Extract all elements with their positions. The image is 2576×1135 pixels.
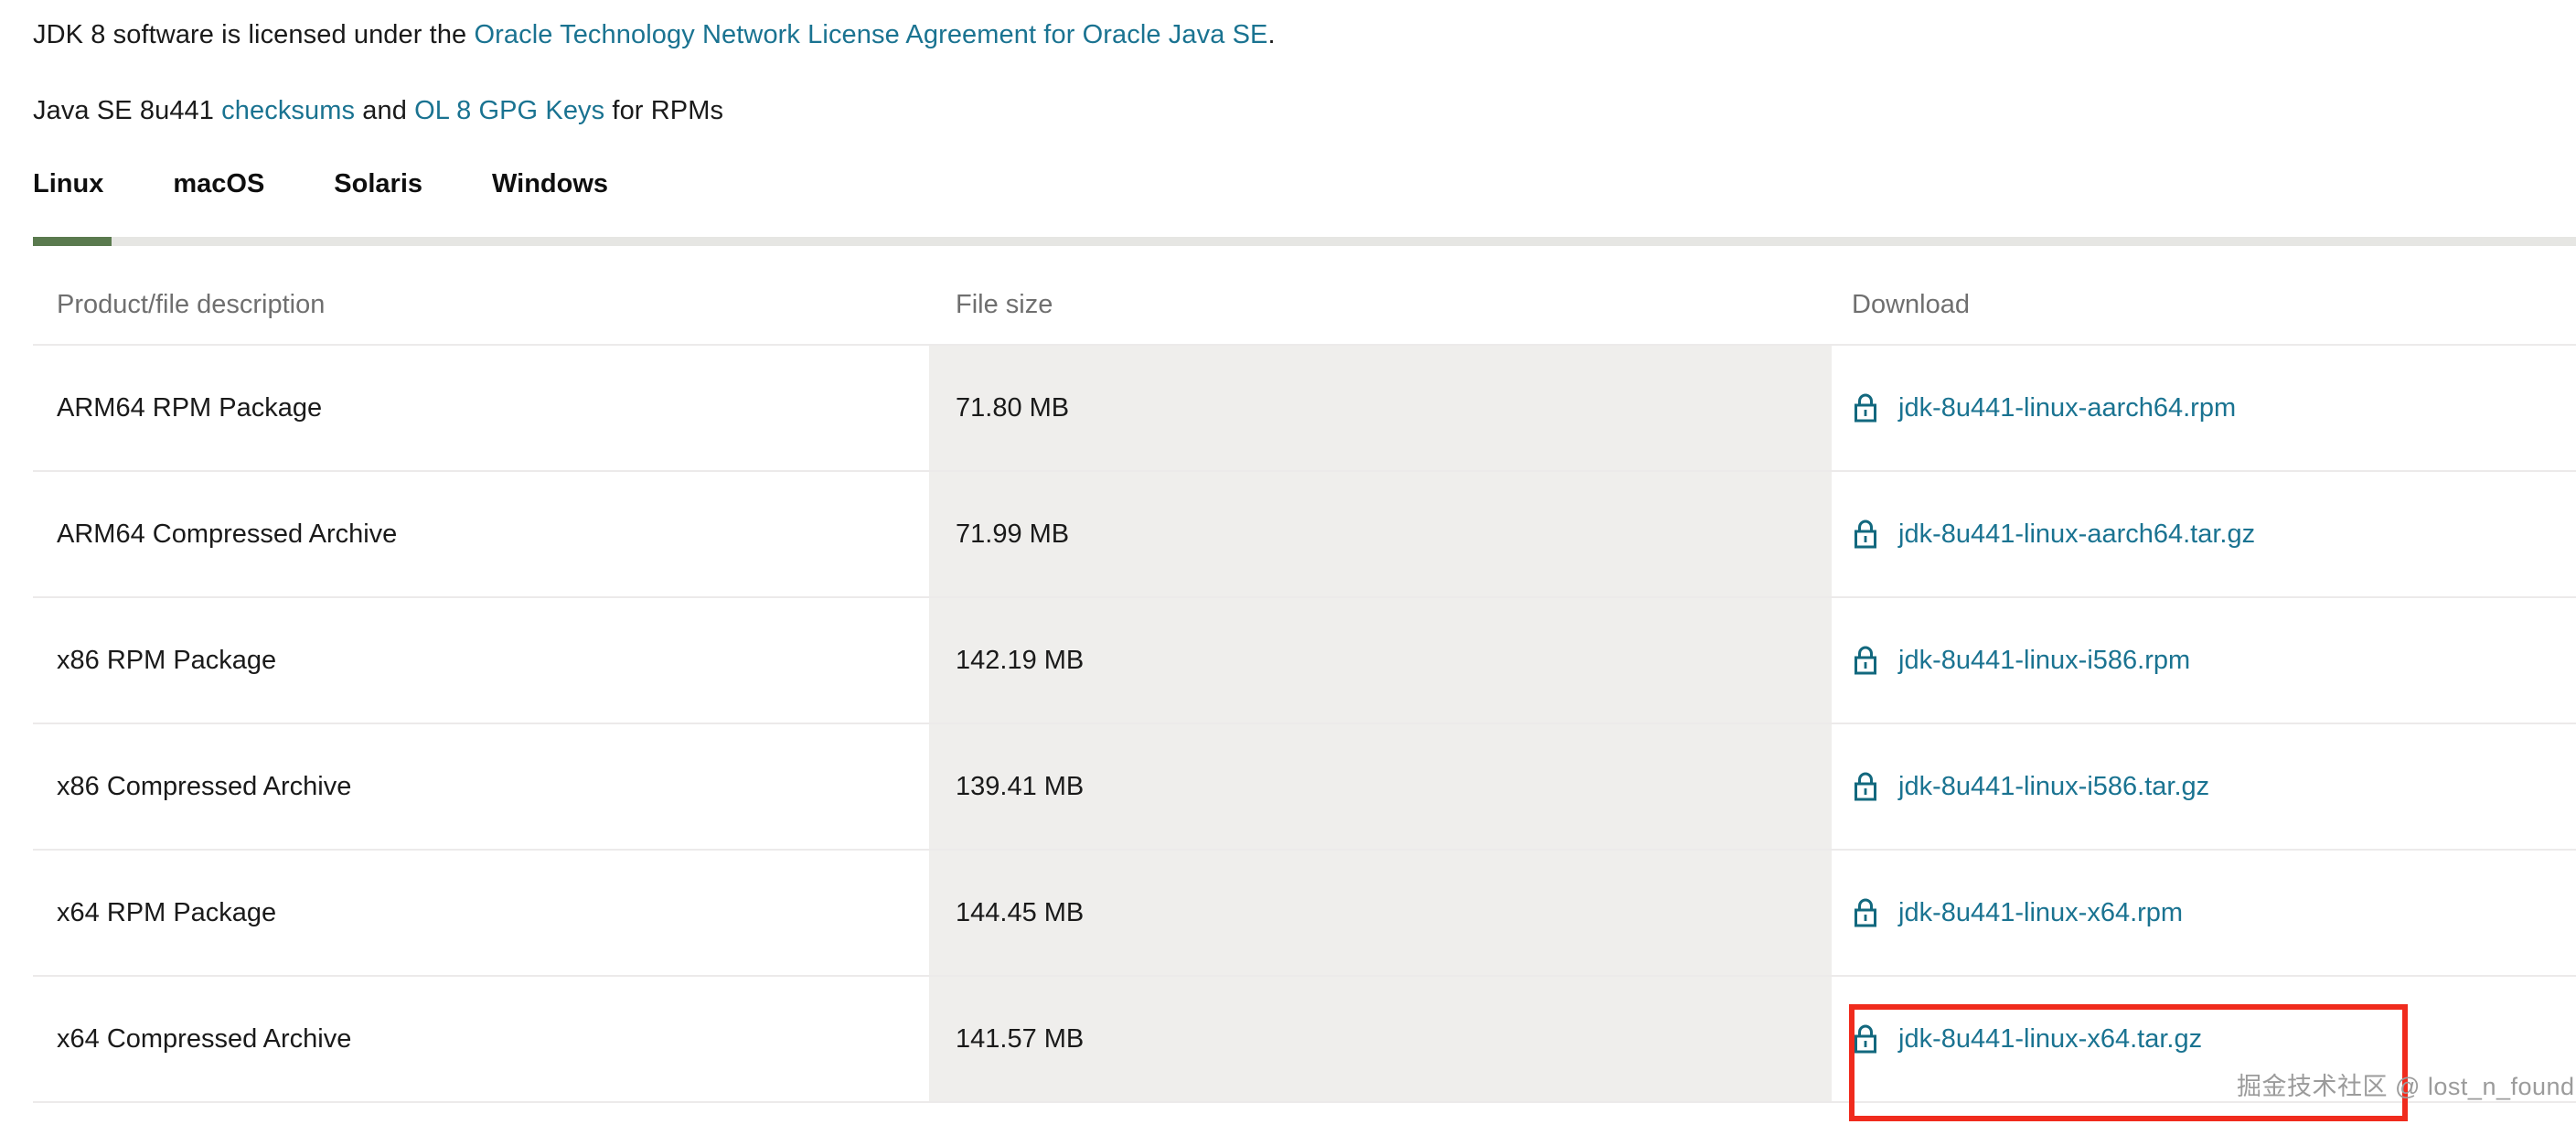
- tab-linux[interactable]: Linux: [33, 169, 104, 198]
- license-text-after: .: [1267, 20, 1276, 49]
- table-row: ARM64 RPM Package 71.80 MB jdk-8u441-lin…: [33, 346, 2576, 472]
- checksums-link[interactable]: checksums: [221, 96, 356, 125]
- tab-active-indicator: [33, 237, 112, 246]
- cell-file-size: 71.99 MB: [956, 519, 1070, 549]
- download-link[interactable]: jdk-8u441-linux-i586.tar.gz: [1852, 766, 2209, 807]
- cell-file-size: 141.57 MB: [956, 1023, 1085, 1054]
- cell-description: x64 RPM Package: [57, 897, 277, 927]
- download-link[interactable]: jdk-8u441-linux-aarch64.tar.gz: [1852, 514, 2255, 554]
- checksums-text-before: Java SE 8u441: [33, 96, 222, 125]
- tab-underline-track: [33, 237, 2576, 246]
- gpg-keys-link[interactable]: OL 8 GPG Keys: [414, 96, 605, 125]
- lock-icon: [1855, 519, 1876, 549]
- table-row: x86 RPM Package 142.19 MB jdk-8u441-linu…: [33, 598, 2576, 724]
- lock-icon: [1855, 772, 1876, 801]
- download-filename: jdk-8u441-linux-aarch64.tar.gz: [1898, 519, 2256, 549]
- cell-file-size: 139.41 MB: [956, 771, 1085, 801]
- downloads-table: Product/file description File size Downl…: [33, 265, 2576, 1103]
- otn-license-link[interactable]: Oracle Technology Network License Agreem…: [474, 20, 1268, 49]
- header-file-size: File size: [956, 289, 1053, 319]
- download-filename: jdk-8u441-linux-i586.rpm: [1898, 645, 2191, 675]
- header-download: Download: [1852, 289, 1970, 319]
- header-description: Product/file description: [57, 289, 326, 319]
- download-filename: jdk-8u441-linux-x64.rpm: [1898, 897, 2184, 927]
- tab-solaris[interactable]: Solaris: [334, 169, 423, 198]
- cell-description: x86 RPM Package: [57, 645, 277, 675]
- cell-description: x64 Compressed Archive: [57, 1023, 352, 1054]
- table-header-row: Product/file description File size Downl…: [33, 265, 2576, 346]
- cell-file-size: 142.19 MB: [956, 645, 1085, 675]
- table-row: x64 RPM Package 144.45 MB jdk-8u441-linu…: [33, 851, 2576, 977]
- cell-description: ARM64 Compressed Archive: [57, 519, 398, 549]
- lock-icon: [1855, 898, 1876, 927]
- download-link[interactable]: jdk-8u441-linux-i586.rpm: [1852, 640, 2190, 680]
- checksums-text-after: for RPMs: [604, 96, 724, 125]
- table-row: x86 Compressed Archive 139.41 MB jdk-8u4…: [33, 724, 2576, 851]
- lock-icon: [1855, 1024, 1876, 1054]
- watermark-text: 掘金技术社区 @ lost_n_found: [2237, 1073, 2575, 1100]
- download-filename: jdk-8u441-linux-i586.tar.gz: [1898, 771, 2210, 801]
- cell-file-size: 71.80 MB: [956, 392, 1070, 423]
- download-filename: jdk-8u441-linux-x64.tar.gz: [1898, 1023, 2203, 1054]
- download-link[interactable]: jdk-8u441-linux-aarch64.rpm: [1852, 388, 2236, 428]
- tab-macos[interactable]: macOS: [173, 169, 265, 198]
- cell-description: x86 Compressed Archive: [57, 771, 352, 801]
- download-link[interactable]: jdk-8u441-linux-x64.rpm: [1852, 893, 2183, 933]
- lock-icon: [1855, 393, 1876, 423]
- platform-tabs: Linux macOS Solaris Windows: [33, 169, 608, 199]
- lock-icon: [1855, 646, 1876, 675]
- cell-description: ARM64 RPM Package: [57, 392, 323, 423]
- license-text-before: JDK 8 software is licensed under the: [33, 20, 475, 49]
- table-row: ARM64 Compressed Archive 71.99 MB jdk-8u…: [33, 472, 2576, 598]
- download-filename: jdk-8u441-linux-aarch64.rpm: [1898, 392, 2237, 423]
- cell-file-size: 144.45 MB: [956, 897, 1085, 927]
- table-row: x64 Compressed Archive 141.57 MB jdk-8u4…: [33, 977, 2576, 1103]
- license-paragraph: JDK 8 software is licensed under the Ora…: [33, 18, 1276, 51]
- download-link[interactable]: jdk-8u441-linux-x64.tar.gz: [1852, 1019, 2202, 1059]
- checksums-text-middle: and: [355, 96, 415, 125]
- checksums-paragraph: Java SE 8u441 checksums and OL 8 GPG Key…: [33, 94, 723, 127]
- tab-windows[interactable]: Windows: [492, 169, 609, 198]
